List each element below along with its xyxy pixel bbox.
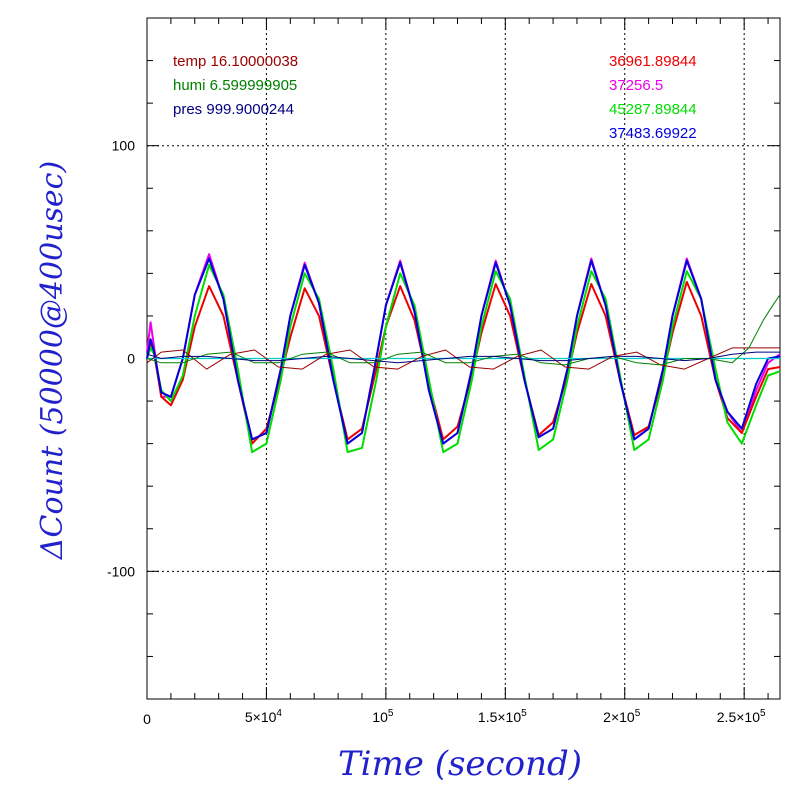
y-tick-label: 0 xyxy=(127,351,135,367)
y-tick-label: -100 xyxy=(107,563,135,579)
y-axis-title: ΔCount (50000@400usec) xyxy=(35,161,70,560)
annotation-right: 36961.89844 xyxy=(609,53,697,70)
x-tick-label: 0 xyxy=(143,711,151,727)
annotation-left: pres 999.9000244 xyxy=(173,101,294,118)
x-tick-label-exponent: 5 xyxy=(388,708,394,719)
axis-ticks xyxy=(147,17,780,700)
annotation-left: temp 16.10000038 xyxy=(173,53,298,70)
annotation-right: 45287.89844 xyxy=(609,101,697,118)
annotations: temp 16.10000038 humi 6.599999905 pres 999… xyxy=(173,53,697,142)
annotation-left: humi 6.599999905 xyxy=(173,77,297,94)
x-tick-label-exponent: 5 xyxy=(521,708,527,719)
x-tick-label: 5×104 xyxy=(245,708,283,725)
series-line-8 xyxy=(146,351,780,364)
x-tick-label: 105 xyxy=(372,708,394,725)
annotation-right: 37483.69922 xyxy=(609,125,697,142)
series-line-6 xyxy=(146,347,780,370)
series-group xyxy=(146,253,781,454)
x-tick-label-exponent: 5 xyxy=(635,708,641,719)
x-tick-label: 2×105 xyxy=(603,708,641,725)
x-tick-label-exponent: 5 xyxy=(760,708,766,719)
x-tick-label: 2.5×105 xyxy=(717,708,766,725)
x-tick-label-exponent: 4 xyxy=(276,708,282,719)
series-line-7 xyxy=(146,294,781,366)
annotation-right: 37256.5 xyxy=(609,77,663,94)
series-line-4 xyxy=(146,257,781,445)
x-tick-label: 1.5×105 xyxy=(478,708,527,725)
tick-labels: 0 5×104 105 1.5×105 2×105 2.5×105 100 0 -100 xyxy=(107,138,766,727)
x-axis-title: Time (second) xyxy=(338,744,582,784)
y-tick-label: 100 xyxy=(112,138,136,154)
